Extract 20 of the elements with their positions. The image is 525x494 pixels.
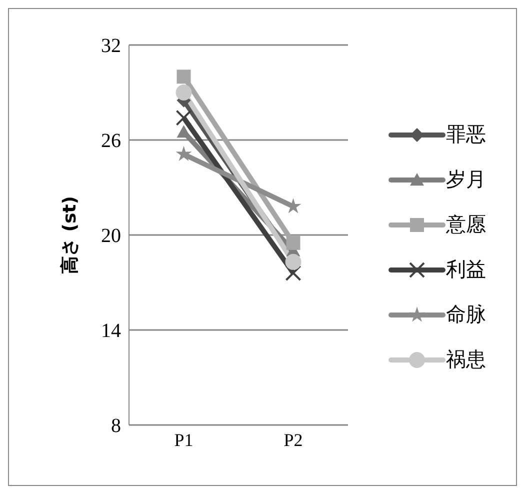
y-tick-label: 32 [101,35,121,58]
y-tick-label: 20 [101,225,121,248]
point [176,84,192,100]
legend-label: 命脉 [446,303,486,328]
legend-label: 意愿 [446,213,486,238]
y-tick-label: 14 [101,320,121,342]
y-tick-label: 26 [101,130,121,152]
legend-label: 祸患 [446,348,486,373]
y-axis-title: 高さ (st) [59,196,80,274]
legend-label: 岁月 [446,168,486,193]
point [176,70,191,84]
point [285,254,302,270]
point [176,110,192,126]
legend-label: 罪恶 [446,123,486,148]
x-tick-label: P2 [284,430,303,450]
y-tick-label: 8 [111,415,121,438]
legend-label: 利益 [446,258,486,283]
point [285,265,302,281]
point [176,146,192,162]
x-tick-label: P1 [174,430,194,450]
